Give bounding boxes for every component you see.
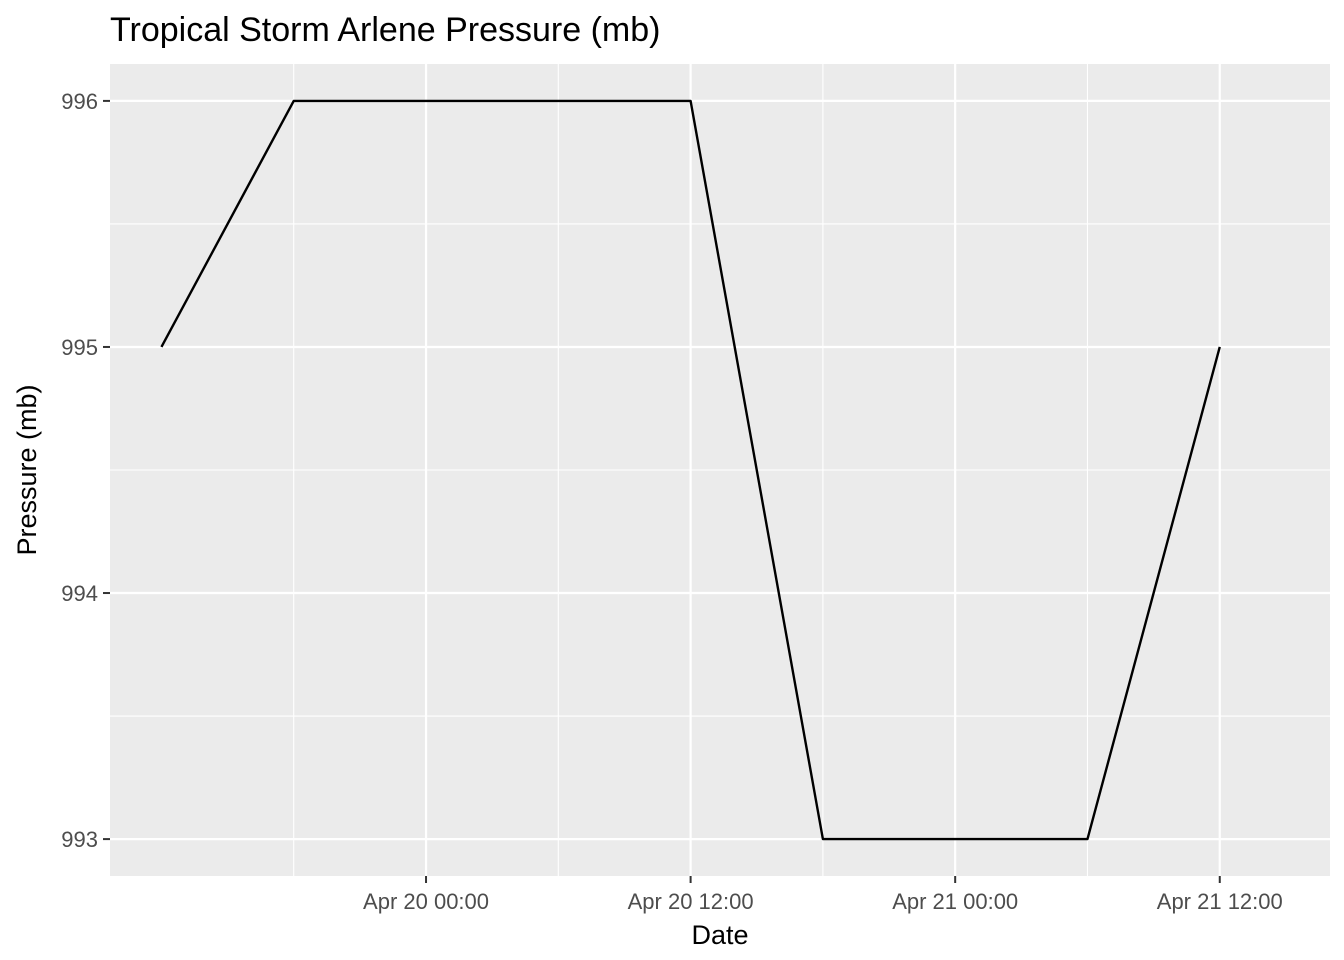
x-tick-label: Apr 20 00:00 — [363, 889, 489, 914]
series-layer — [160, 99, 1221, 841]
x-tick-label: Apr 20 12:00 — [628, 889, 754, 914]
chart-title: Tropical Storm Arlene Pressure (mb) — [110, 11, 660, 49]
y-tick-label: 996 — [61, 89, 98, 114]
x-axis-title: Date — [691, 920, 748, 950]
y-axis-title: Pressure (mb) — [12, 384, 42, 555]
x-tick-label: Apr 21 00:00 — [892, 889, 1018, 914]
y-tick-label: 995 — [61, 335, 98, 360]
pressure-line — [160, 99, 1221, 841]
x-axis: Apr 20 00:00 Apr 20 12:00 Apr 21 00:00 Apr … — [363, 876, 1283, 914]
y-tick-label: 994 — [61, 581, 98, 606]
x-tick-label: Apr 21 12:00 — [1157, 889, 1283, 914]
y-axis: 993 994 995 996 — [61, 89, 110, 852]
grid-minor — [110, 64, 1330, 876]
y-tick-label: 993 — [61, 827, 98, 852]
